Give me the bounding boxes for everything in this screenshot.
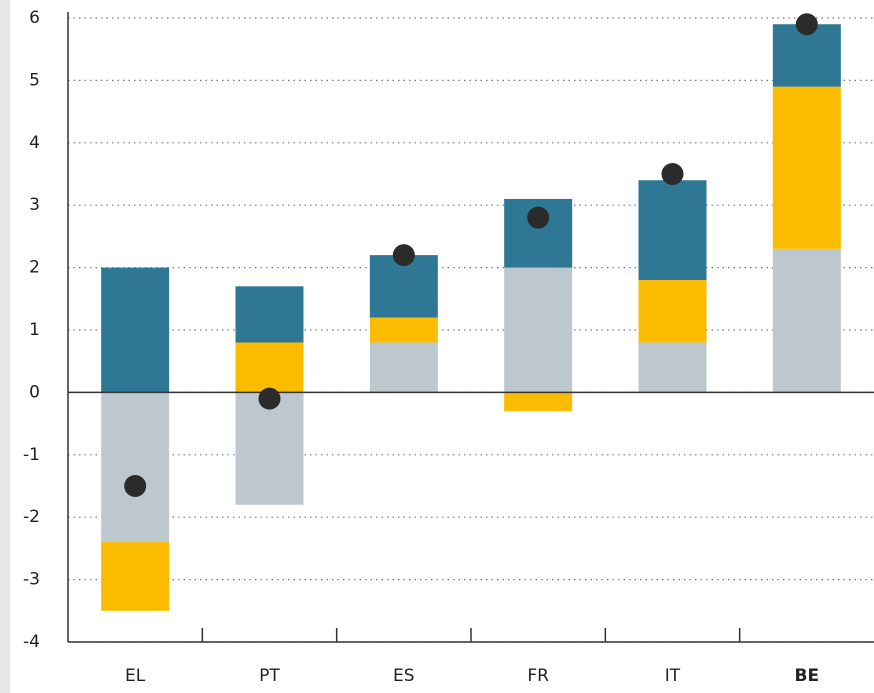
total-dot bbox=[392, 244, 415, 267]
bar-segment bbox=[235, 392, 304, 505]
y-tick-label: -2 bbox=[23, 507, 40, 527]
bar-segment bbox=[638, 342, 707, 393]
y-tick-label: -3 bbox=[23, 570, 40, 590]
x-tick-label: ES bbox=[393, 666, 415, 686]
bar-segment bbox=[504, 267, 573, 393]
y-tick-label: 0 bbox=[29, 382, 40, 402]
x-tick-label: IT bbox=[665, 666, 681, 686]
bar-segment bbox=[101, 542, 170, 611]
y-tick-label: 5 bbox=[29, 70, 40, 90]
y-tick-label: 6 bbox=[29, 8, 40, 28]
side-strip bbox=[0, 0, 10, 693]
bar-segment bbox=[101, 392, 170, 543]
y-tick-label: 3 bbox=[29, 195, 40, 215]
bar-segment bbox=[369, 342, 438, 393]
total-dot bbox=[124, 475, 147, 497]
bar-segment bbox=[772, 86, 841, 249]
total-dot bbox=[661, 163, 684, 185]
y-tick-label: -1 bbox=[23, 445, 40, 465]
bar-segment bbox=[638, 180, 707, 281]
y-tick-label: 1 bbox=[29, 320, 40, 340]
bar-segment bbox=[772, 248, 841, 393]
x-tick-label: FR bbox=[527, 666, 549, 686]
bar-segment bbox=[504, 392, 573, 412]
x-tick-label: EL bbox=[125, 666, 146, 686]
bar-segment bbox=[101, 267, 170, 393]
y-tick-label: 4 bbox=[29, 133, 40, 153]
bar-segment bbox=[235, 342, 304, 393]
bar-segment bbox=[235, 286, 304, 343]
bar-segment bbox=[638, 280, 707, 343]
bar-segment bbox=[369, 317, 438, 343]
total-dot bbox=[258, 387, 281, 410]
total-dot bbox=[527, 206, 550, 229]
y-tick-label: 2 bbox=[29, 258, 40, 278]
x-tick-label: PT bbox=[259, 666, 280, 686]
total-dot bbox=[795, 13, 818, 36]
y-tick-label: -4 bbox=[23, 632, 40, 652]
x-tick-label: BE bbox=[795, 666, 820, 686]
